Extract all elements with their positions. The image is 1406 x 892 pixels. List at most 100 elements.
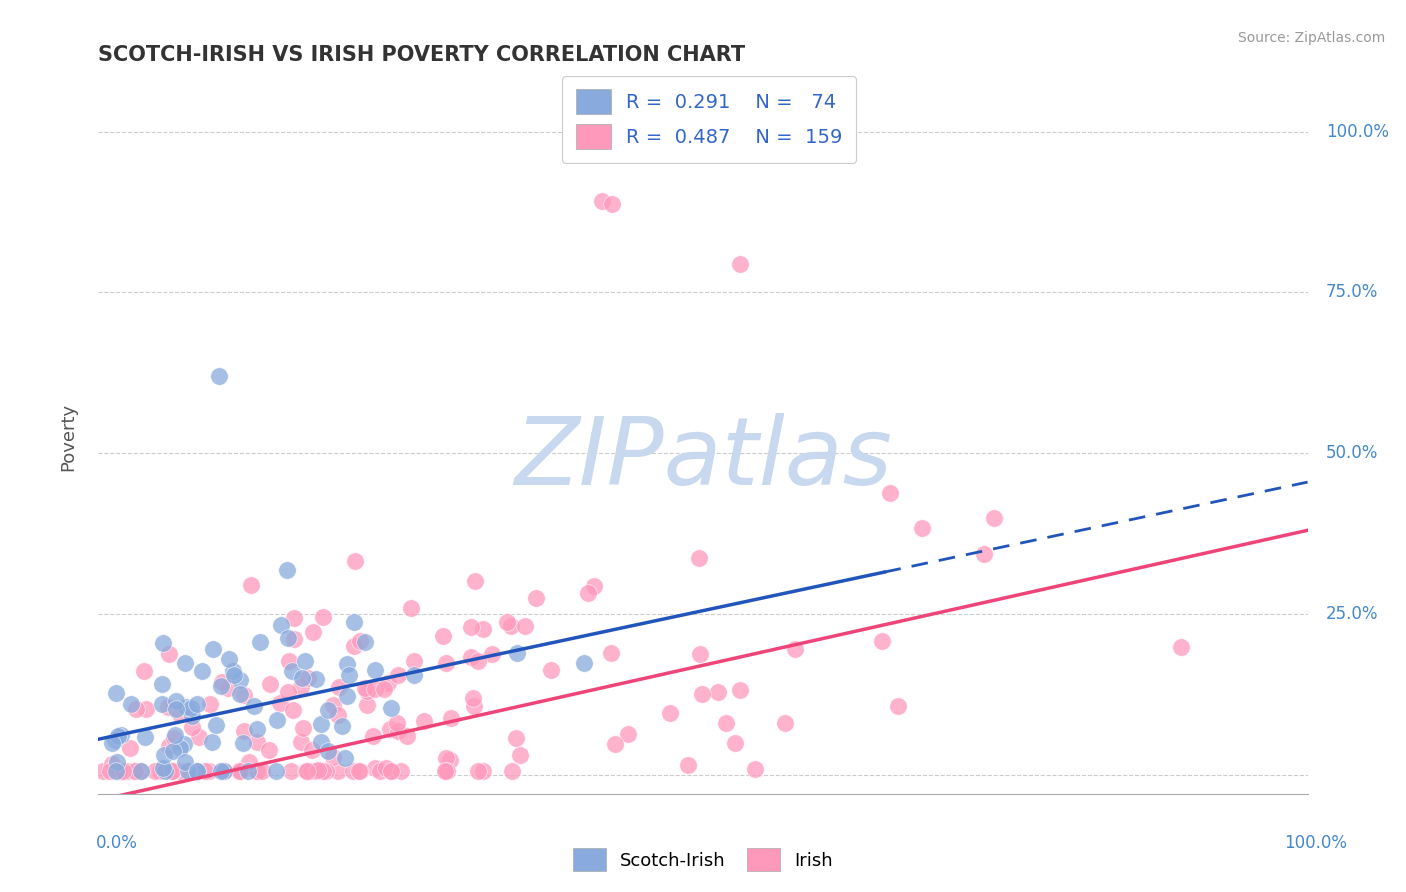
Point	[336, 657, 359, 671]
Y-axis label: Poverty: Poverty	[59, 403, 77, 471]
Point	[277, 654, 299, 668]
Point	[600, 646, 623, 660]
Point	[218, 652, 240, 666]
Point	[364, 663, 387, 677]
Point	[186, 764, 208, 778]
Point	[353, 681, 375, 695]
Point	[239, 578, 262, 592]
Point	[134, 730, 156, 744]
Point	[110, 764, 132, 779]
Point	[162, 744, 184, 758]
Point	[378, 722, 401, 736]
Point	[291, 671, 314, 685]
Point	[101, 757, 124, 772]
Point	[222, 664, 245, 678]
Point	[513, 619, 536, 633]
Point	[180, 701, 202, 715]
Point	[295, 764, 318, 779]
Point	[173, 737, 195, 751]
Point	[728, 682, 751, 697]
Point	[368, 764, 391, 779]
Point	[124, 764, 146, 779]
Point	[297, 672, 319, 686]
Point	[281, 703, 304, 717]
Point	[160, 764, 183, 779]
Point	[184, 764, 207, 779]
Point	[100, 736, 122, 750]
Point	[432, 630, 454, 644]
Point	[302, 625, 325, 640]
Point	[505, 647, 527, 661]
Point	[228, 764, 250, 779]
Point	[292, 721, 315, 735]
Point	[194, 764, 217, 779]
Point	[232, 688, 254, 702]
Point	[495, 615, 517, 629]
Point	[356, 683, 378, 698]
Point	[364, 761, 387, 775]
Point	[349, 764, 371, 779]
Point	[389, 764, 412, 779]
Point	[165, 728, 187, 742]
Point	[152, 698, 174, 712]
Point	[91, 764, 114, 779]
Point	[212, 764, 235, 779]
Point	[245, 764, 267, 779]
Point	[163, 731, 186, 745]
Point	[783, 642, 806, 657]
Point	[229, 764, 252, 779]
Point	[165, 693, 187, 707]
Point	[342, 639, 364, 653]
Point	[344, 554, 367, 568]
Point	[295, 764, 318, 779]
Point	[380, 701, 402, 715]
Point	[174, 764, 197, 779]
Point	[434, 656, 457, 670]
Point	[129, 764, 152, 779]
Point	[349, 634, 371, 648]
Point	[299, 764, 322, 779]
Text: 0.0%: 0.0%	[96, 834, 138, 852]
Point	[176, 699, 198, 714]
Point	[879, 486, 901, 500]
Point	[176, 764, 198, 779]
Point	[98, 764, 121, 779]
Point	[198, 698, 221, 712]
Point	[440, 711, 463, 725]
Point	[364, 682, 387, 697]
Point	[463, 691, 485, 706]
Point	[775, 715, 797, 730]
Point	[395, 729, 418, 743]
Point	[333, 751, 356, 765]
Point	[436, 750, 458, 764]
Point	[180, 720, 202, 734]
Text: Source: ZipAtlas.com: Source: ZipAtlas.com	[1237, 31, 1385, 45]
Point	[676, 757, 699, 772]
Point	[217, 681, 239, 695]
Point	[277, 632, 299, 646]
Point	[209, 764, 232, 779]
Point	[250, 764, 273, 779]
Point	[911, 521, 934, 535]
Point	[243, 698, 266, 713]
Point	[471, 764, 494, 779]
Point	[307, 763, 329, 777]
Point	[356, 698, 378, 713]
Point	[326, 764, 349, 779]
Point	[983, 511, 1005, 525]
Point	[413, 714, 436, 728]
Point	[309, 717, 332, 731]
Point	[104, 686, 127, 700]
Point	[159, 764, 181, 779]
Point	[105, 755, 128, 769]
Point	[312, 764, 335, 779]
Point	[211, 675, 233, 690]
Point	[375, 761, 398, 775]
Point	[257, 743, 280, 757]
Point	[460, 650, 482, 665]
Point	[276, 563, 298, 577]
Point	[689, 647, 711, 661]
Point	[583, 579, 606, 593]
Point	[505, 731, 527, 746]
Point	[385, 716, 408, 731]
